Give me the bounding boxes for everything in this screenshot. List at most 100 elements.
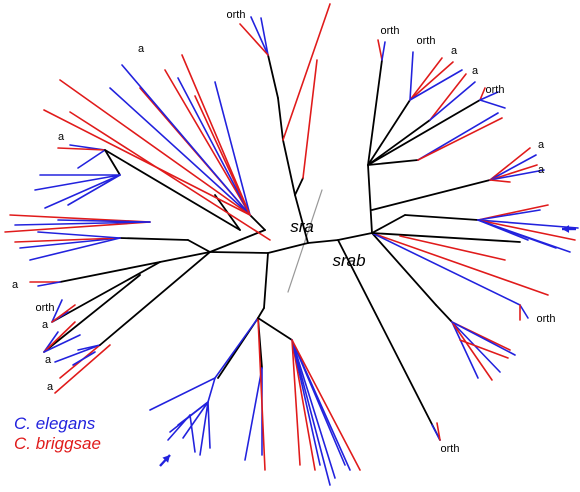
marker-orth: orth (537, 313, 556, 325)
branch-c-briggsae (181, 54, 251, 216)
branch-backbone (337, 239, 441, 441)
branch-c-elegans (182, 401, 209, 439)
branch-backbone (371, 179, 491, 211)
branch-c-elegans (409, 69, 463, 101)
branch-c-elegans (72, 351, 96, 366)
branch-c-elegans (291, 339, 336, 479)
branch-c-briggsae (291, 339, 316, 471)
branch-c-elegans (54, 344, 101, 363)
branch-c-elegans (214, 81, 251, 216)
branch-c-briggsae (302, 59, 318, 179)
branch-c-briggsae (477, 219, 576, 241)
arrow-icon (562, 225, 576, 233)
branch-c-elegans (44, 174, 121, 209)
marker-a: a (42, 319, 49, 331)
branch-c-elegans (121, 64, 251, 216)
branch-c-elegans (109, 87, 251, 216)
branch-c-elegans (477, 219, 579, 229)
branch-backbone (367, 164, 373, 234)
branch-c-elegans (77, 344, 101, 351)
branch-c-elegans (417, 112, 499, 161)
branch-backbone (277, 97, 284, 141)
branch-c-briggsae (54, 344, 111, 394)
branch-c-elegans (57, 219, 151, 223)
branch-c-elegans (451, 321, 501, 373)
marker-orth: orth (441, 443, 460, 455)
clade-label-srab: srab (332, 251, 365, 270)
marker-a: a (45, 354, 52, 366)
branch-backbone (99, 251, 211, 346)
branch-backbone (435, 304, 453, 323)
branch-backbone (267, 242, 309, 254)
legend-c-elegans: C. elegans (14, 414, 96, 433)
branch-backbone (187, 239, 211, 253)
branch-c-elegans (214, 317, 259, 379)
legend-c-briggsae: C. briggsae (14, 434, 101, 453)
branch-c-elegans (260, 17, 269, 56)
branch-backbone (282, 139, 296, 196)
branch-c-elegans (381, 41, 386, 61)
branch-c-briggsae (489, 147, 531, 181)
branch-backbone (371, 232, 437, 306)
marker-a: a (138, 43, 145, 55)
branch-c-briggsae (14, 237, 121, 243)
branch-backbone (371, 232, 521, 243)
branch-c-elegans (207, 401, 211, 449)
branch-backbone (307, 239, 339, 244)
branch-c-elegans (189, 414, 196, 453)
branch-c-elegans (37, 231, 121, 239)
branch-c-briggsae (489, 164, 538, 181)
branch-backbone (59, 261, 161, 283)
branch-c-elegans (149, 377, 216, 411)
branch-c-briggsae (51, 304, 76, 323)
branch-c-briggsae (399, 235, 506, 261)
branch-c-elegans (167, 414, 191, 441)
branch-backbone (294, 177, 304, 196)
marker-orth: orth (486, 84, 505, 96)
branch-c-elegans (199, 401, 209, 456)
branch-c-briggsae (257, 317, 266, 471)
branch-c-elegans (19, 237, 121, 249)
branch-c-elegans (244, 367, 263, 461)
branch-c-elegans (77, 149, 106, 169)
branch-backbone (257, 307, 265, 319)
branch-c-briggsae (451, 321, 493, 381)
branch-c-elegans (37, 281, 61, 287)
branch-c-briggsae (291, 339, 361, 471)
branch-c-briggsae (43, 109, 251, 216)
branch-c-briggsae (194, 95, 251, 216)
branch-c-briggsae (429, 73, 467, 121)
branch-backbone (367, 99, 411, 166)
branch-c-elegans (479, 91, 499, 101)
marker-a: a (472, 65, 479, 77)
branch-c-elegans (43, 334, 81, 353)
marker-a: a (12, 279, 19, 291)
branch-c-briggsae (57, 147, 106, 151)
branch-c-elegans (409, 51, 414, 101)
branch-backbone (404, 214, 479, 221)
branch-c-briggsae (239, 23, 269, 56)
marker-orth: orth (227, 9, 246, 21)
clade-divider (287, 189, 323, 293)
branch-c-briggsae (409, 61, 454, 101)
marker-a: a (538, 164, 545, 176)
branch-c-elegans (451, 321, 479, 379)
branch-c-elegans (477, 209, 541, 221)
branch-c-elegans (29, 237, 121, 261)
branch-c-elegans (207, 377, 216, 403)
branch-c-elegans (489, 169, 545, 181)
branch-backbone (249, 214, 266, 231)
branch-c-elegans (431, 424, 441, 441)
branch-c-briggsae (489, 179, 511, 183)
branch-backbone (51, 261, 161, 323)
branch-c-elegans (51, 299, 63, 323)
arrow-icon (159, 454, 171, 467)
branch-backbone (104, 149, 121, 176)
branch-c-elegans (519, 304, 529, 319)
marker-a: a (58, 131, 65, 143)
branch-c-briggsae (282, 3, 331, 141)
branch-c-elegans (14, 221, 151, 226)
marker-a: a (47, 381, 54, 393)
branch-c-briggsae (417, 117, 503, 161)
